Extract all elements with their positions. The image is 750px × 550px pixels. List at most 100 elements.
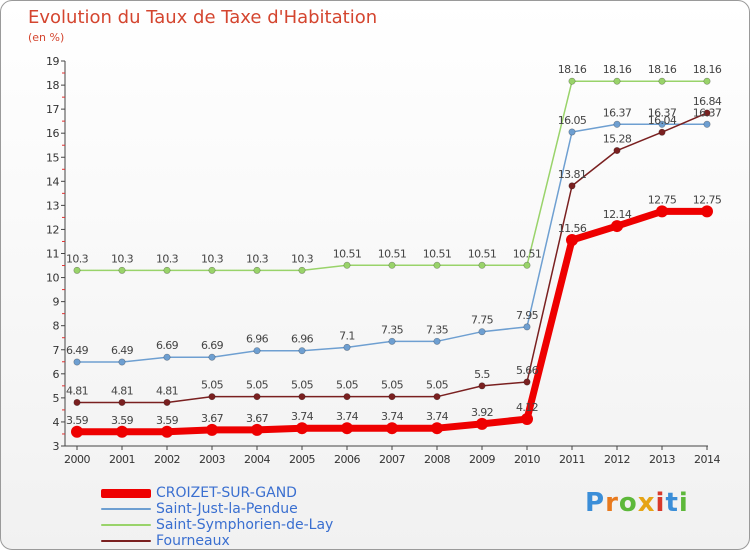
data-point	[343, 261, 351, 269]
data-label: 5.05	[201, 379, 224, 392]
y-tick-label: 8	[53, 320, 60, 333]
x-tick-label: 2014	[694, 453, 720, 466]
data-label: 16.37	[648, 106, 677, 119]
x-tick-label: 2011	[559, 453, 585, 466]
x-tick-label: 2009	[469, 453, 495, 466]
data-point	[71, 425, 83, 438]
data-point	[208, 393, 216, 401]
x-tick-label: 2010	[514, 453, 540, 466]
data-label: 4.12	[516, 401, 538, 414]
data-point	[703, 109, 711, 117]
x-tick-label: 2003	[199, 453, 225, 466]
data-label: 15.28	[603, 133, 632, 146]
data-point	[701, 205, 713, 218]
legend-swatch	[101, 540, 151, 542]
data-point	[163, 398, 171, 406]
proxiti-logo: Proxiti	[585, 488, 689, 518]
legend-swatch	[101, 488, 151, 498]
logo-letter: i	[655, 488, 666, 518]
data-point	[73, 398, 81, 406]
data-label: 5.05	[291, 379, 314, 392]
x-tick-label: 2013	[649, 453, 675, 466]
data-label: 3.92	[471, 406, 493, 419]
data-point	[298, 393, 306, 401]
data-point	[388, 393, 396, 401]
data-point	[613, 120, 621, 128]
y-tick-label: 17	[46, 103, 59, 116]
x-tick-label: 2001	[109, 453, 135, 466]
y-tick-label: 3	[53, 440, 60, 453]
data-label: 7.95	[516, 309, 539, 322]
data-point	[251, 423, 263, 436]
y-tick-label: 10	[46, 272, 59, 285]
data-point	[208, 353, 216, 361]
data-label: 5.05	[381, 379, 404, 392]
legend: CROIZET-SUR-GAND Saint-Just-la-Pendue Sain…	[101, 485, 333, 549]
data-label: 10.3	[201, 252, 224, 265]
y-tick-label: 14	[46, 175, 59, 188]
data-label: 3.74	[291, 410, 314, 423]
data-label: 10.3	[291, 252, 314, 265]
data-label: 3.74	[426, 410, 449, 423]
data-label: 5.05	[336, 379, 359, 392]
data-point	[296, 422, 308, 435]
data-point	[613, 77, 621, 85]
data-label: 3.59	[66, 414, 89, 427]
data-point	[343, 393, 351, 401]
data-point	[433, 261, 441, 269]
legend-item: Saint-Just-la-Pendue	[101, 501, 333, 517]
data-point	[163, 266, 171, 274]
data-label: 16.37	[603, 106, 632, 119]
data-point	[476, 417, 488, 430]
legend-item: CROIZET-SUR-GAND	[101, 485, 333, 501]
legend-label: Saint-Just-la-Pendue	[156, 501, 298, 517]
x-tick-label: 2012	[604, 453, 630, 466]
data-label: 3.59	[111, 414, 134, 427]
data-label: 18.16	[558, 63, 587, 76]
logo-letter: t	[665, 488, 679, 518]
x-tick-label: 2005	[289, 453, 315, 466]
data-point	[298, 347, 306, 355]
data-point	[298, 266, 306, 274]
data-label: 6.49	[111, 344, 134, 357]
legend-swatch	[101, 524, 151, 526]
data-point	[208, 266, 216, 274]
data-label: 6.96	[246, 333, 269, 346]
data-label: 5.05	[246, 379, 269, 392]
x-tick-label: 2000	[64, 453, 90, 466]
data-point	[568, 182, 576, 190]
data-point	[388, 337, 396, 345]
y-tick-label: 11	[46, 248, 59, 261]
data-label: 12.14	[603, 208, 632, 221]
data-point	[478, 328, 486, 336]
data-label: 11.56	[558, 222, 587, 235]
data-label: 10.51	[423, 247, 452, 260]
data-point	[118, 358, 126, 366]
data-label: 10.51	[333, 247, 362, 260]
data-label: 4.81	[111, 384, 133, 397]
logo-letter: o	[618, 488, 638, 518]
y-tick-label: 9	[53, 296, 60, 309]
data-label: 10.3	[246, 252, 269, 265]
y-tick-label: 12	[46, 223, 59, 236]
data-label: 18.16	[648, 63, 677, 76]
data-label: 10.3	[66, 252, 89, 265]
data-point	[341, 422, 353, 435]
data-point	[658, 120, 666, 128]
y-tick-label: 15	[46, 151, 59, 164]
data-label: 10.51	[468, 247, 497, 260]
data-label: 6.69	[156, 339, 179, 352]
data-label: 10.3	[156, 252, 179, 265]
legend-label: Fourneaux	[156, 533, 230, 549]
data-label: 7.35	[426, 323, 449, 336]
legend-label: Saint-Symphorien-de-Lay	[156, 517, 334, 533]
y-tick-label: 16	[46, 127, 59, 140]
data-label: 3.59	[156, 414, 179, 427]
data-label: 5.66	[516, 364, 539, 377]
data-label: 12.75	[648, 193, 677, 206]
data-label: 10.51	[513, 247, 542, 260]
data-point	[386, 422, 398, 435]
legend-swatch	[101, 508, 151, 510]
